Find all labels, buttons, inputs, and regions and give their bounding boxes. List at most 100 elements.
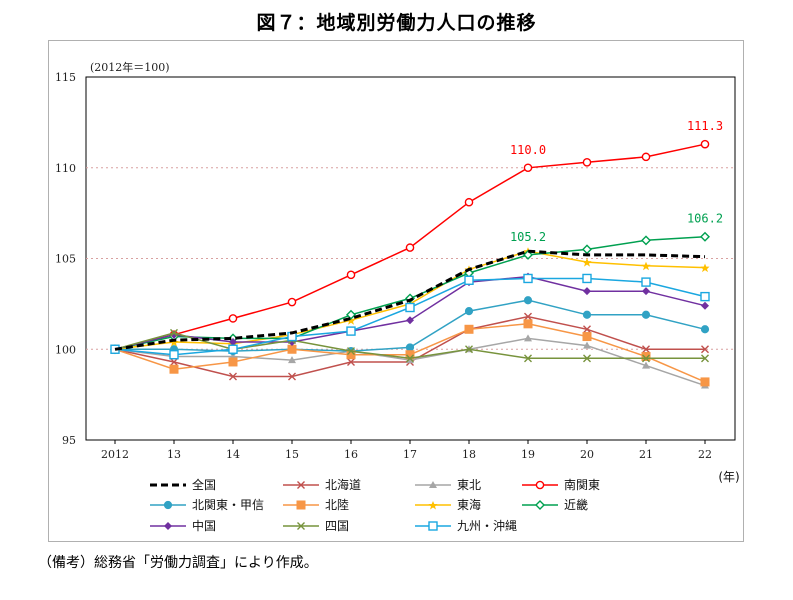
legend-label: 北海道 — [325, 477, 361, 492]
series-line-全国 — [114, 249, 706, 351]
point-東北-19 — [524, 334, 532, 342]
point-四国-21 — [642, 354, 650, 363]
point-南関東-19 — [523, 163, 533, 173]
y-tick-label: 100 — [55, 343, 76, 356]
point-九州・沖縄-21 — [641, 277, 651, 287]
point-北海道-22 — [701, 345, 709, 354]
point-東海-13 — [169, 337, 179, 347]
y-tick-label: 115 — [55, 71, 76, 84]
point-北陸-20 — [582, 332, 592, 342]
point-北関東・甲信-19 — [523, 296, 533, 305]
point-北陸-14 — [228, 357, 238, 367]
x-tick-label: 19 — [521, 448, 535, 461]
legend-label: 南関東 — [564, 477, 600, 492]
point-九州・沖縄-18 — [464, 275, 474, 285]
point-東北-17 — [406, 356, 414, 364]
point-東海-22 — [700, 263, 710, 273]
source-footnote: （備考）総務省「労働力調査」により作成。 — [38, 555, 318, 571]
point-九州・沖縄-14 — [228, 344, 238, 354]
legend-label: 四国 — [325, 519, 349, 533]
point-北陸-21 — [641, 352, 651, 362]
data-label: 111.3 — [687, 119, 723, 133]
legend-label: 東海 — [457, 497, 481, 512]
legend-label: 東北 — [457, 478, 481, 492]
legend-label: 北関東・甲信 — [192, 498, 264, 512]
point-九州・沖縄-17 — [405, 302, 415, 313]
legend-label: 中国 — [192, 518, 216, 533]
point-四国-13 — [170, 328, 178, 337]
legend-marker-四国 — [297, 522, 305, 530]
point-南関東-15 — [287, 297, 297, 307]
chart-frame — [48, 40, 744, 542]
data-label: 105.2 — [510, 230, 546, 244]
legend-label: 九州・沖縄 — [457, 518, 517, 533]
point-四国-18 — [465, 345, 473, 354]
x-tick-label: 13 — [167, 448, 181, 461]
point-北陸-13 — [169, 364, 179, 374]
x-tick-label: 15 — [285, 448, 299, 461]
legend-marker-九州・沖縄 — [428, 521, 438, 531]
point-東海-21 — [641, 261, 651, 271]
point-北関東・甲信-17 — [405, 343, 415, 352]
x-tick-label: 16 — [344, 448, 358, 461]
point-東北-15 — [288, 356, 296, 364]
legend-marker-東北 — [429, 481, 437, 488]
y-tick-label: 110 — [55, 162, 76, 175]
point-近畿-20 — [582, 244, 592, 255]
data-label: 106.2 — [687, 212, 723, 226]
point-近畿-21 — [641, 235, 651, 246]
point-南関東-20 — [582, 158, 592, 167]
point-四国-22 — [701, 354, 709, 363]
x-tick-label: 17 — [403, 448, 417, 461]
point-四国-19 — [524, 354, 532, 363]
point-九州・沖縄-19 — [523, 273, 533, 284]
point-北海道-20 — [583, 325, 591, 334]
x-tick-label: 20 — [580, 448, 594, 461]
unit-note: (2012年＝100) — [90, 60, 170, 74]
point-南関東-22 — [700, 139, 710, 149]
point-中国-22 — [701, 301, 709, 310]
y-tick-label: 105 — [55, 253, 76, 266]
legend-marker-南関東 — [535, 480, 545, 490]
point-九州・沖縄-22 — [700, 291, 710, 302]
point-四国-17 — [406, 354, 414, 363]
point-北陸-18 — [464, 324, 474, 334]
point-南関東-21 — [641, 152, 651, 162]
x-tick-label: 2012 — [101, 448, 129, 461]
point-南関東-14 — [228, 314, 238, 323]
y-tick-label: 95 — [62, 434, 76, 447]
x-tick-label: 22 — [698, 448, 712, 461]
point-東海-16 — [346, 316, 356, 325]
point-九州・沖縄-20 — [582, 273, 592, 284]
legend-marker-北陸 — [296, 500, 306, 510]
point-北海道-16 — [347, 357, 355, 366]
data-label: 110.0 — [510, 143, 546, 157]
point-東北-21 — [642, 361, 650, 369]
point-九州・沖縄-13 — [169, 349, 179, 360]
legend-marker-北海道 — [297, 481, 305, 489]
legend-marker-北関東・甲信 — [163, 500, 173, 510]
point-南関東-18 — [464, 197, 474, 207]
point-南関東-16 — [346, 270, 356, 280]
x-tick-label: 21 — [639, 448, 653, 461]
point-近畿-16 — [346, 309, 356, 320]
point-東北-20 — [583, 341, 591, 349]
point-北陸-22 — [700, 377, 710, 387]
point-北海道-13 — [170, 357, 178, 366]
point-北海道-15 — [288, 372, 296, 381]
point-中国-20 — [583, 287, 591, 296]
point-中国-21 — [642, 287, 650, 296]
point-東海-20 — [582, 258, 592, 267]
point-北海道-19 — [524, 312, 532, 321]
point-九州・沖縄-16 — [346, 326, 356, 336]
legend-marker-近畿 — [535, 500, 545, 510]
x-tick-label: 14 — [226, 448, 240, 461]
point-四国-16 — [347, 347, 355, 356]
point-北関東・甲信-18 — [464, 307, 474, 316]
legend-label: 近畿 — [564, 498, 588, 512]
point-近畿-19 — [523, 249, 533, 260]
point-中国-17 — [406, 316, 414, 325]
legend-marker-東海 — [428, 501, 438, 510]
point-中国-14 — [229, 337, 237, 346]
